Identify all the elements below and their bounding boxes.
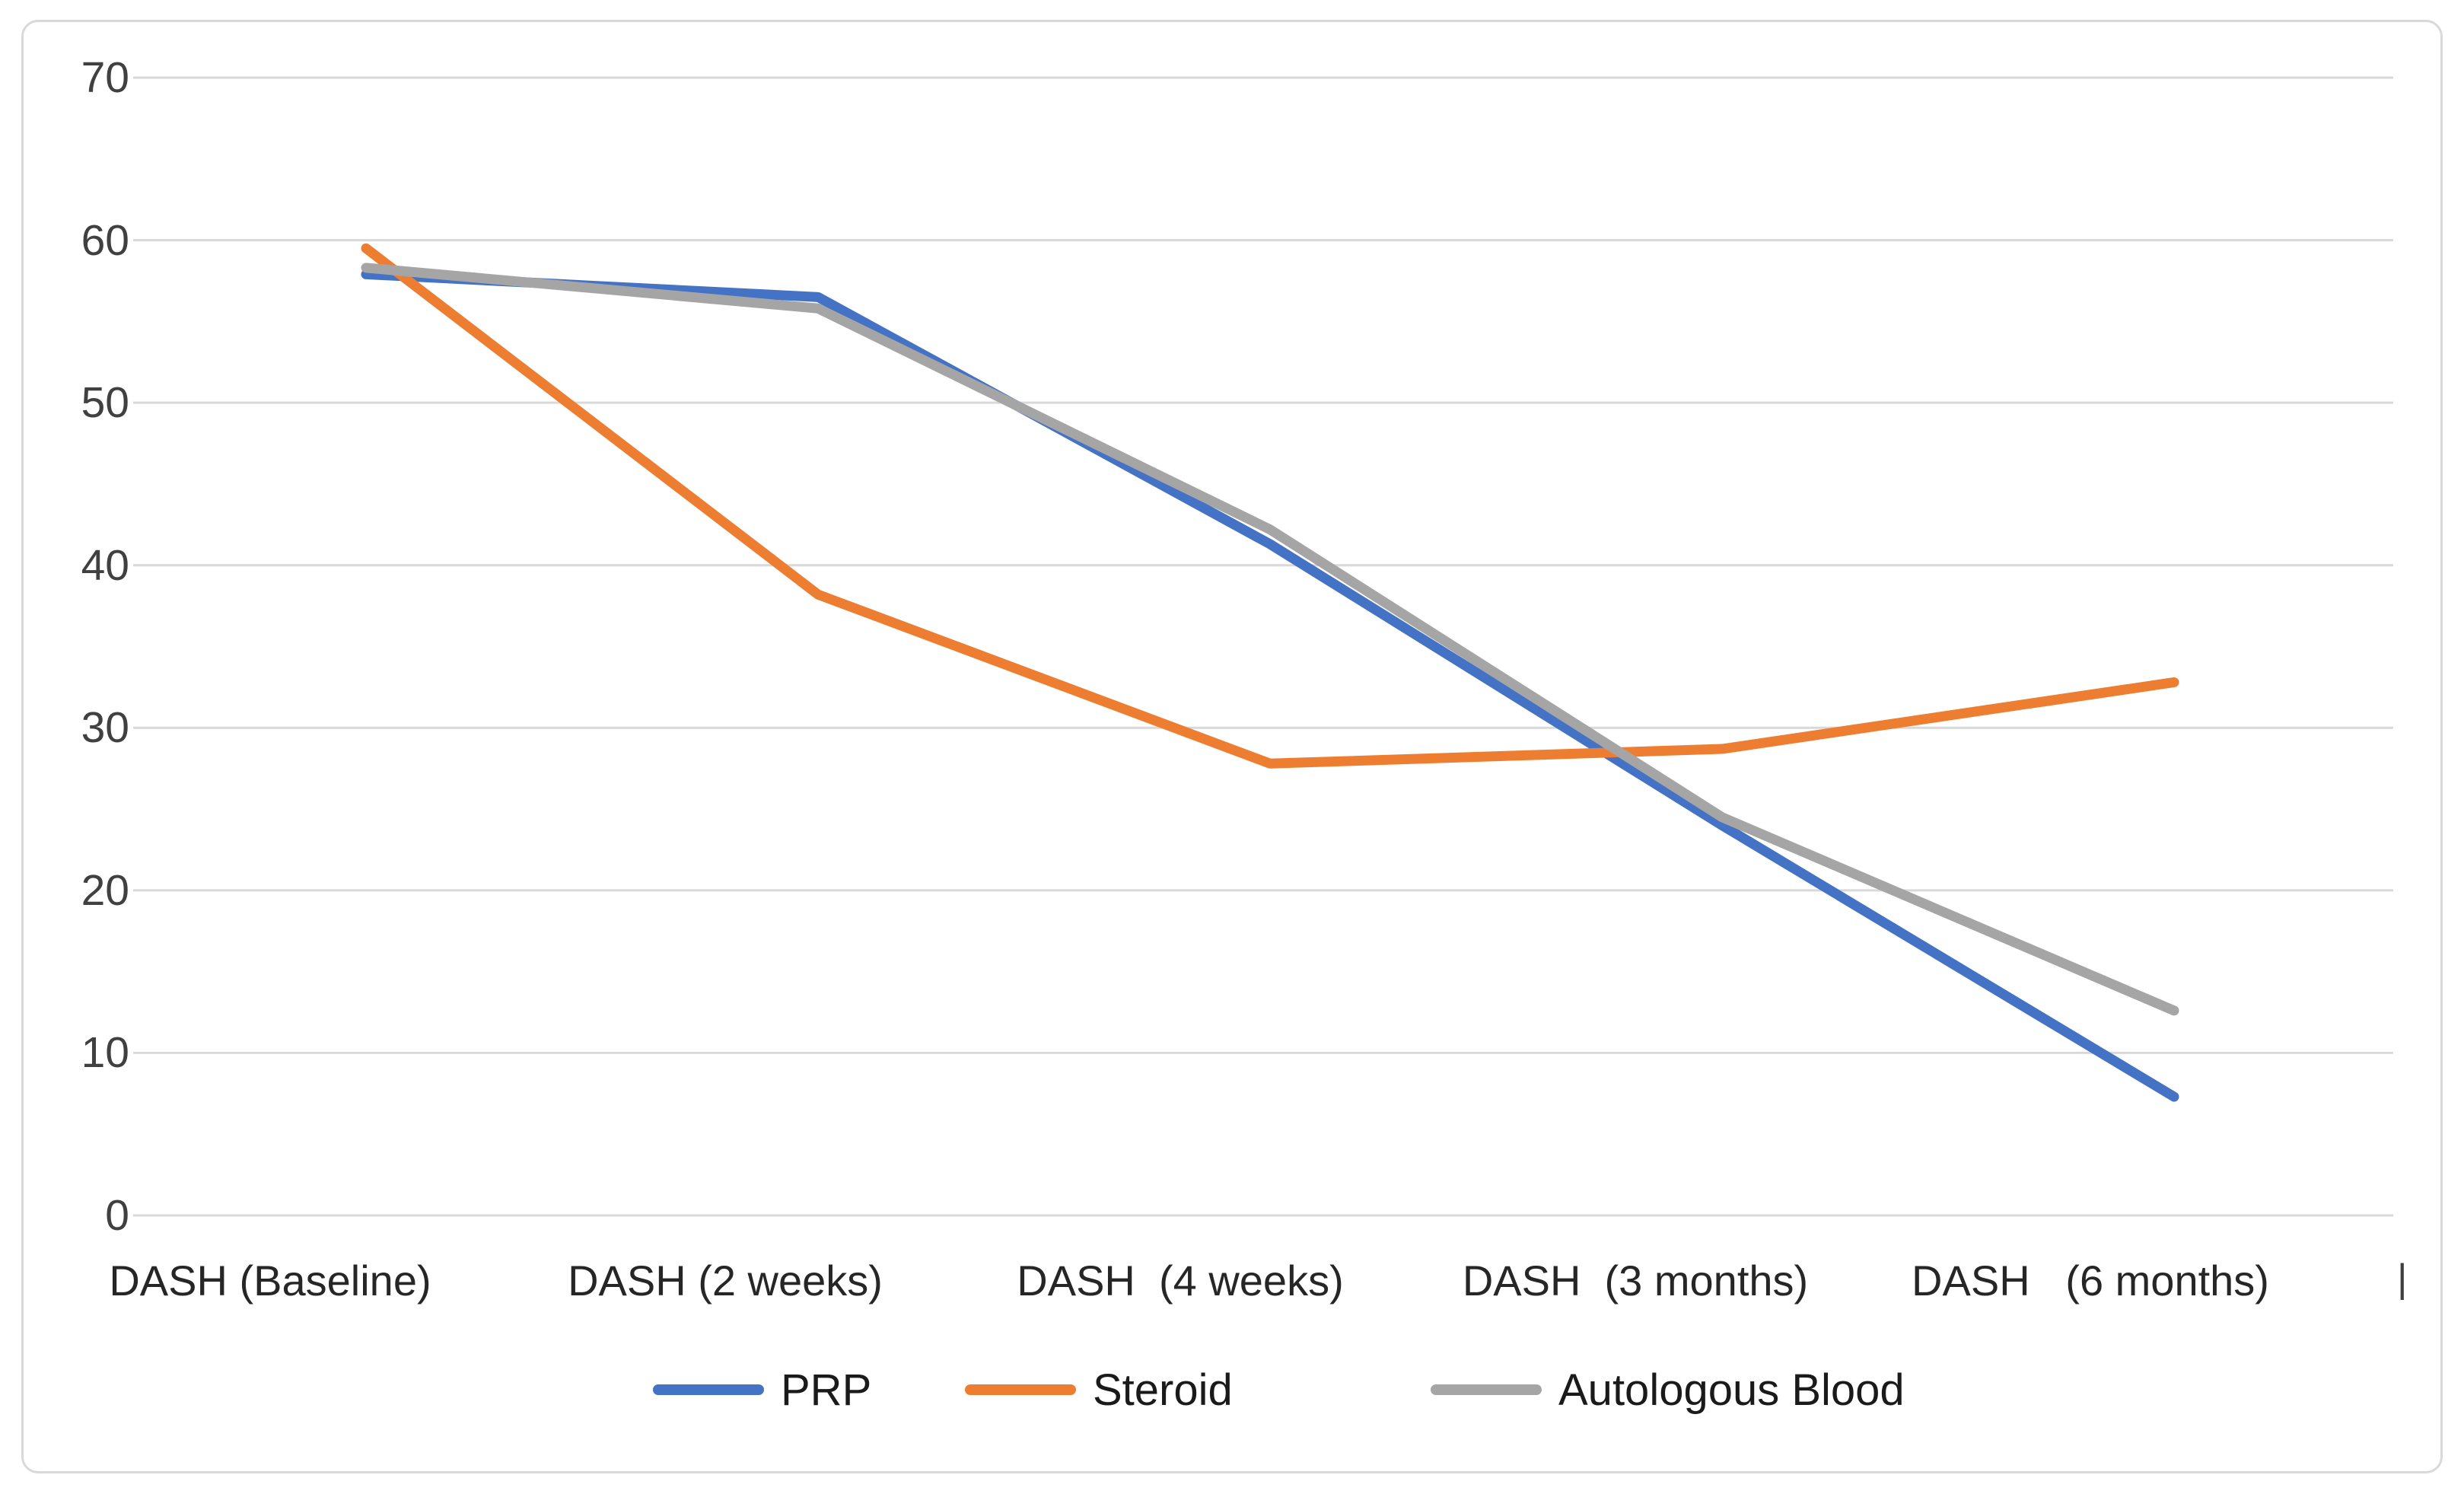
y-axis-tick-label: 50 — [81, 378, 129, 428]
legend-label: PRP — [781, 1365, 872, 1415]
y-axis-tick-label: 40 — [81, 540, 129, 590]
x-axis-category-label: DASH (6 months) — [1912, 1257, 2269, 1304]
x-axis-category-label: DASH (3 months) — [1462, 1257, 1809, 1304]
legend-line-swatch-prp-icon — [653, 1384, 764, 1395]
y-axis-tick-label: 10 — [81, 1028, 129, 1078]
y-axis-tick-label: 20 — [81, 865, 129, 915]
legend-item-prp: PRP — [653, 1359, 871, 1420]
legend-line-swatch-steroid-icon — [965, 1384, 1076, 1395]
y-axis-tick-label: 70 — [81, 53, 129, 102]
legend-line-swatch-autologous-blood-icon — [1431, 1384, 1542, 1395]
series-line-prp — [361, 269, 2179, 1102]
chart-legend: PRP Steroid Autologous Blood — [0, 1359, 2464, 1420]
stray-axis-tick: | — [2397, 1257, 2408, 1301]
x-axis-category-label: DASH (4 weeks) — [1017, 1257, 1344, 1304]
y-axis-tick-label: 60 — [81, 215, 129, 265]
series-line-steroid — [361, 243, 2179, 769]
y-axis-tick-label: 30 — [81, 703, 129, 753]
series-line-autologous-blood — [361, 263, 2179, 1016]
x-axis-category-label: DASH (2 weeks) — [568, 1257, 883, 1304]
legend-label: Autologous Blood — [1558, 1365, 1905, 1415]
legend-item-steroid: Steroid — [965, 1359, 1233, 1420]
y-axis-tick-label: 0 — [105, 1191, 129, 1240]
x-axis-category-label: DASH (Baseline) — [109, 1257, 431, 1304]
legend-label: Steroid — [1093, 1365, 1233, 1415]
legend-item-autologous-blood: Autologous Blood — [1431, 1359, 1905, 1420]
